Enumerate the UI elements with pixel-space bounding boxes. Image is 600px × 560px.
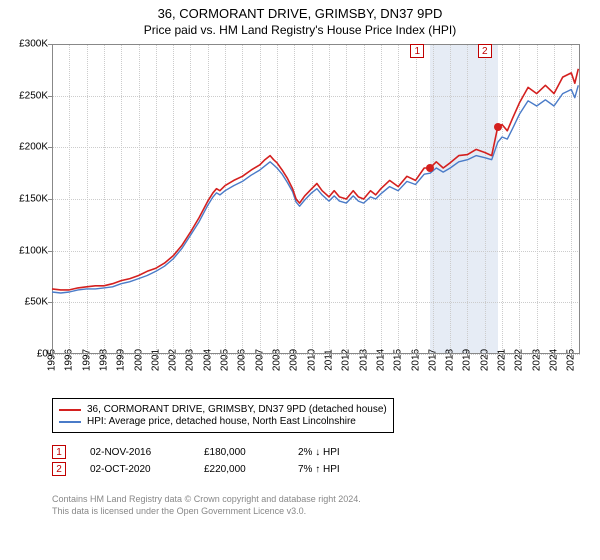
x-tick-mark (519, 354, 520, 358)
x-tick-mark (346, 354, 347, 358)
transactions-table: 1 02-NOV-2016 £180,000 2% ↓ HPI 2 02-OCT-2020… (52, 442, 378, 479)
legend-row: HPI: Average price, detached house, Nort… (59, 416, 387, 427)
x-tick-mark (260, 354, 261, 358)
x-tick-mark (294, 354, 295, 358)
legend-label: 36, CORMORANT DRIVE, GRIMSBY, DN37 9PD (… (87, 404, 387, 415)
x-tick-mark (121, 354, 122, 358)
transaction-date: 02-OCT-2020 (90, 464, 180, 475)
x-tick-mark (173, 354, 174, 358)
transaction-price: £180,000 (204, 447, 274, 458)
series-hpi (52, 85, 578, 293)
transaction-price: £220,000 (204, 464, 274, 475)
y-tick-label: £100K (2, 245, 48, 256)
chart-series-svg (52, 44, 580, 354)
page-subtitle: Price paid vs. HM Land Registry's House … (0, 23, 600, 37)
legend-swatch (59, 409, 81, 411)
transaction-delta: 7% ↑ HPI (298, 464, 378, 475)
x-tick-mark (554, 354, 555, 358)
transaction-delta: 2% ↓ HPI (298, 447, 378, 458)
x-tick-mark (571, 354, 572, 358)
footer-line-2: This data is licensed under the Open Gov… (52, 506, 361, 518)
x-tick-mark (398, 354, 399, 358)
y-tick-label: £0 (2, 349, 48, 360)
sale-point-2 (494, 123, 502, 131)
chart-plot-area: £0£50K£100K£150K£200K£250K£300K199519961… (52, 44, 580, 354)
series-subject (52, 69, 578, 290)
x-tick-mark (52, 354, 53, 358)
legend-label: HPI: Average price, detached house, Nort… (87, 416, 356, 427)
legend-row: 36, CORMORANT DRIVE, GRIMSBY, DN37 9PD (… (59, 404, 387, 415)
transaction-date: 02-NOV-2016 (90, 447, 180, 458)
x-tick-mark (329, 354, 330, 358)
x-tick-mark (225, 354, 226, 358)
x-tick-mark (190, 354, 191, 358)
transaction-marker: 2 (52, 462, 66, 476)
sale-marker-2: 2 (478, 44, 492, 58)
x-tick-mark (242, 354, 243, 358)
page-title: 36, CORMORANT DRIVE, GRIMSBY, DN37 9PD (0, 6, 600, 21)
x-tick-mark (502, 354, 503, 358)
transaction-row: 1 02-NOV-2016 £180,000 2% ↓ HPI (52, 445, 378, 459)
y-tick-label: £50K (2, 297, 48, 308)
x-tick-mark (69, 354, 70, 358)
x-tick-mark (433, 354, 434, 358)
footer-line-1: Contains HM Land Registry data © Crown c… (52, 494, 361, 506)
sale-marker-1: 1 (410, 44, 424, 58)
x-tick-mark (467, 354, 468, 358)
y-tick-label: £300K (2, 39, 48, 50)
y-tick-label: £250K (2, 90, 48, 101)
x-tick-mark (381, 354, 382, 358)
x-tick-mark (277, 354, 278, 358)
legend: 36, CORMORANT DRIVE, GRIMSBY, DN37 9PD (… (52, 398, 394, 433)
x-tick-mark (416, 354, 417, 358)
x-tick-mark (208, 354, 209, 358)
x-tick-mark (537, 354, 538, 358)
y-tick-label: £200K (2, 142, 48, 153)
x-tick-mark (312, 354, 313, 358)
transaction-row: 2 02-OCT-2020 £220,000 7% ↑ HPI (52, 462, 378, 476)
x-tick-mark (450, 354, 451, 358)
sale-point-1 (426, 164, 434, 172)
x-tick-mark (156, 354, 157, 358)
transaction-marker: 1 (52, 445, 66, 459)
legend-swatch (59, 421, 81, 423)
x-tick-mark (364, 354, 365, 358)
x-tick-mark (104, 354, 105, 358)
x-tick-mark (87, 354, 88, 358)
y-tick-label: £150K (2, 194, 48, 205)
x-tick-mark (485, 354, 486, 358)
footer-attribution: Contains HM Land Registry data © Crown c… (52, 494, 361, 517)
x-tick-mark (139, 354, 140, 358)
